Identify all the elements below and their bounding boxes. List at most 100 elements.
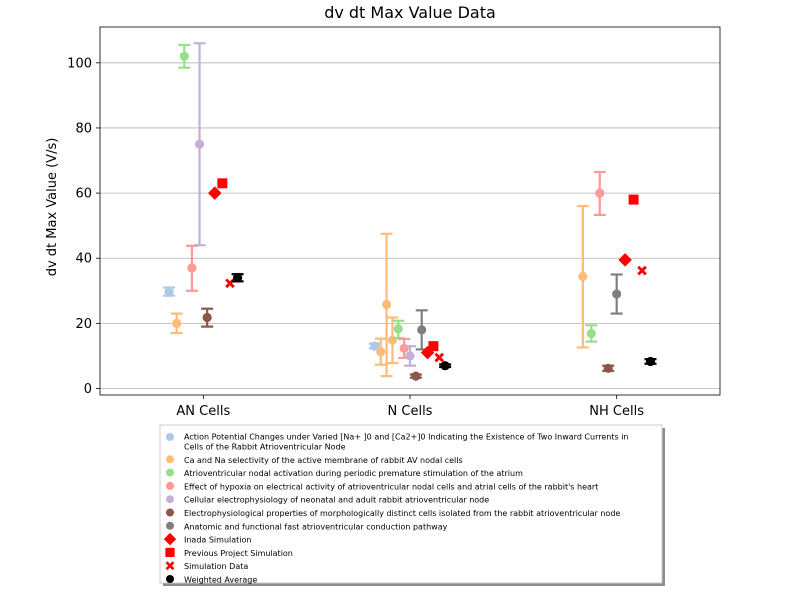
point-marker — [578, 271, 588, 282]
data-marks — [163, 42, 657, 381]
legend-label: Simulation Data — [184, 562, 248, 571]
data-point — [434, 352, 445, 363]
legend-label: Effect of hypoxia on electrical activity… — [184, 482, 598, 491]
point-marker — [405, 351, 415, 361]
legend-entry: Electrophysiological properties of morph… — [166, 508, 620, 518]
data-point — [374, 337, 387, 366]
data-point — [368, 341, 381, 351]
legend-entry: Atrioventricular nodal activation during… — [166, 468, 523, 478]
legend-marker — [166, 521, 174, 530]
point-marker — [232, 273, 243, 283]
legend-label-line: Action Potential Changes under Varied [N… — [184, 433, 628, 442]
point-marker — [428, 341, 439, 352]
data-point — [208, 186, 222, 200]
legend-label: Inada Simulation — [184, 536, 251, 545]
data-point — [380, 232, 393, 378]
point-marker — [393, 324, 403, 334]
y-axis-label: dv dt Max Value (V/s) — [45, 138, 60, 277]
y-tick-label: 20 — [75, 317, 92, 332]
legend-marker — [165, 547, 175, 557]
legend-label: Weighted Average — [184, 576, 257, 585]
legend-marker — [166, 455, 174, 464]
data-point — [170, 312, 183, 335]
data-point — [386, 316, 399, 365]
data-point — [404, 345, 416, 367]
point-marker — [618, 253, 632, 267]
data-point — [593, 170, 606, 217]
legend-entry: Ca and Na selectivity of the active memb… — [166, 455, 463, 465]
legend-label: Ca and Na selectivity of the active memb… — [184, 456, 463, 465]
data-point — [585, 324, 598, 343]
data-point — [576, 205, 589, 349]
legend-label: Previous Project Simulation — [184, 549, 293, 558]
data-point — [602, 363, 615, 373]
legend-label: Action Potential Changes under Varied [N… — [184, 433, 628, 452]
point-marker — [225, 278, 235, 289]
data-point — [628, 194, 639, 205]
legend-entry: Cellular electrophysiology of neonatal a… — [166, 495, 489, 505]
y-tick-label: 0 — [84, 382, 92, 397]
x-tick-label: NH Cells — [589, 404, 644, 419]
point-marker — [645, 356, 656, 367]
point-marker — [208, 186, 222, 200]
point-marker — [612, 289, 622, 299]
data-point — [163, 286, 176, 297]
legend-marker — [165, 561, 175, 571]
data-point — [409, 371, 422, 381]
legend-entry: Effect of hypoxia on electrical activity… — [166, 481, 598, 491]
x-tick-label: AN Cells — [176, 404, 230, 419]
legend-entry: Weighted Average — [166, 575, 257, 585]
point-marker — [586, 328, 596, 339]
legend-label-line: Cells of the Rabbit Atrioventricular Nod… — [184, 443, 346, 452]
legend-marker — [166, 481, 174, 490]
data-point — [415, 309, 428, 351]
legend-marker — [166, 508, 174, 517]
point-marker — [595, 188, 605, 198]
data-point — [618, 253, 632, 267]
axes: 0 20 40 60 80 100 AN Cells N Cells NH Cells — [67, 26, 721, 419]
point-marker — [381, 299, 392, 310]
point-marker — [603, 363, 613, 373]
legend-marker — [166, 433, 174, 441]
point-marker — [194, 139, 205, 149]
legend-entry: Inada Simulation — [163, 532, 251, 546]
point-marker — [370, 341, 380, 351]
point-marker — [440, 361, 450, 371]
point-marker — [376, 347, 386, 357]
data-point — [428, 341, 439, 352]
point-marker — [217, 178, 228, 189]
legend: Action Potential Changes under Varied [N… — [159, 424, 665, 586]
legend-marker — [166, 495, 174, 504]
legend-label: Anatomic and functional fast atrioventri… — [184, 522, 448, 531]
data-point — [637, 265, 647, 276]
x-tick-label: N Cells — [388, 404, 433, 419]
legend-marker — [163, 532, 177, 546]
point-marker — [187, 263, 197, 273]
y-tick-label: 80 — [75, 121, 92, 136]
point-marker — [637, 265, 647, 276]
data-point — [217, 178, 228, 189]
legend-label: Cellular electrophysiology of neonatal a… — [184, 496, 489, 505]
point-marker — [417, 325, 427, 335]
data-point — [610, 273, 623, 315]
legend-label: Atrioventricular nodal activation during… — [184, 469, 523, 478]
point-marker — [411, 371, 421, 381]
data-point — [178, 43, 191, 69]
data-point — [225, 278, 235, 289]
point-marker — [628, 194, 639, 205]
plot-frame — [99, 26, 721, 396]
legend-box — [159, 424, 663, 584]
point-marker — [164, 287, 174, 297]
point-marker — [172, 318, 182, 328]
data-point — [193, 42, 206, 247]
data-point — [185, 244, 198, 292]
data-point — [231, 273, 244, 283]
legend-label: Electrophysiological properties of morph… — [184, 509, 620, 518]
data-point — [439, 361, 452, 371]
legend-entry: Simulation Data — [165, 561, 248, 571]
data-point — [644, 356, 657, 367]
legend-entry: Previous Project Simulation — [165, 547, 293, 558]
chart-title: dv dt Max Value Data — [324, 3, 496, 22]
point-marker — [202, 312, 212, 323]
